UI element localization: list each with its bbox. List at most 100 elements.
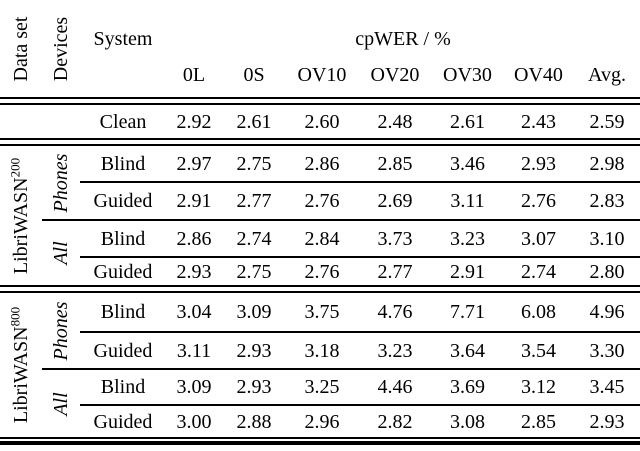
col-header-system: System [80, 0, 166, 52]
cell-avg: 3.30 [589, 339, 625, 362]
cell-ov20: 2.82 [377, 410, 413, 433]
row-rule [80, 404, 640, 406]
cell-ov40: 6.08 [521, 301, 556, 323]
table-row: Blind 3.09 2.93 3.25 4.46 3.69 3.12 3.45 [80, 370, 640, 404]
devices-name: All [50, 241, 72, 265]
devices-header-label: Devices [50, 16, 72, 81]
cell-0l: 3.11 [176, 339, 212, 362]
row-rule [80, 181, 640, 183]
cell-ov30: 3.11 [450, 190, 485, 212]
devices-name: Phones [50, 301, 72, 360]
table-row: Guided 3.11 2.93 3.18 3.23 3.64 3.54 3.3… [80, 333, 640, 368]
cell-ov10: 2.60 [304, 110, 340, 133]
cell-ov40: 2.85 [521, 410, 556, 433]
cell-ov30: 3.08 [450, 410, 485, 433]
col-header-ov20: OV20 [358, 52, 432, 97]
cell-system: Guided [93, 190, 153, 212]
cell-ov40: 2.74 [521, 260, 556, 283]
cell-system: Blind [100, 376, 146, 398]
group-rule [42, 368, 640, 370]
cell-ov40: 2.43 [521, 110, 556, 133]
cell-0l: 2.86 [176, 227, 212, 250]
system-header-label: System [93, 28, 153, 50]
devices-name: Phones [50, 153, 72, 212]
cell-ov30: 2.91 [450, 260, 485, 283]
cell-avg: 2.98 [589, 152, 625, 175]
cell-ov10: 3.18 [304, 339, 340, 362]
cell-0s: 2.88 [236, 410, 272, 433]
col-label: 0S [243, 63, 265, 86]
cell-ov20: 2.85 [377, 152, 413, 175]
col-label: OV20 [370, 63, 420, 86]
cell-0s: 2.74 [236, 227, 272, 250]
cell-system: Blind [100, 301, 146, 323]
cell-0s: 2.77 [236, 190, 272, 212]
cell-ov20: 2.77 [377, 260, 413, 283]
col-label: Avg. [588, 63, 626, 86]
section-double-rule [0, 285, 640, 293]
cell-ov20: 2.69 [377, 190, 413, 212]
cell-ov20: 3.73 [377, 227, 413, 250]
cell-ov10: 2.86 [304, 152, 340, 175]
table-row: Blind 3.04 3.09 3.75 4.76 7.71 6.08 4.96 [80, 293, 640, 331]
devices-group-label-all: All [42, 221, 80, 285]
cell-ov40: 2.93 [521, 152, 556, 175]
col-header-cpwer-group: cpWER / % [166, 0, 640, 52]
table-row: Blind 2.86 2.74 2.84 3.73 3.23 3.07 3.10 [80, 221, 640, 256]
dataset-header-label: Data set [10, 16, 32, 81]
cell-0l: 2.91 [176, 190, 212, 212]
col-label: OV40 [514, 63, 563, 86]
cell-0s: 2.75 [236, 260, 272, 283]
cell-0l: 2.97 [176, 152, 212, 175]
cell-ov20: 3.23 [377, 339, 413, 362]
col-header-ov10: OV10 [286, 52, 358, 97]
cell-ov20: 4.76 [377, 301, 413, 323]
devices-group-label-phones: Phones [42, 146, 80, 219]
cell-ov30: 7.71 [450, 301, 485, 323]
cell-0l: 3.09 [176, 376, 212, 398]
cell-0l: 2.93 [176, 260, 212, 283]
cell-0s: 2.93 [236, 339, 272, 362]
cell-ov30: 3.69 [450, 376, 485, 398]
cell-ov10: 3.25 [304, 376, 340, 398]
devices-name: All [50, 391, 72, 416]
col-label: OV10 [297, 63, 347, 86]
col-header-devices: Devices [42, 0, 80, 97]
table-row: Blind 2.97 2.75 2.86 2.85 3.46 2.93 2.98 [80, 146, 640, 181]
table-row: Guided 3.00 2.88 2.96 2.82 3.08 2.85 2.9… [80, 406, 640, 437]
cell-ov40: 3.07 [521, 227, 556, 250]
table-header: Data set Devices System cpWER / % 0L 0S … [0, 0, 640, 97]
dataset-name: LibriWASN200 [7, 157, 32, 274]
cell-0l: 3.04 [176, 301, 212, 323]
row-rule [80, 331, 640, 333]
cell-ov40: 3.12 [521, 376, 556, 398]
cell-0s: 2.93 [236, 376, 272, 398]
dataset-group-label-800: LibriWASN800 [0, 293, 42, 437]
cell-ov10: 2.76 [304, 260, 340, 283]
dataset-name-sup: 200 [7, 157, 23, 177]
dataset-name-sup: 800 [7, 306, 23, 327]
col-header-avg: Avg. [574, 52, 640, 97]
clean-double-rule [0, 138, 640, 146]
cell-system: Guided [93, 339, 153, 362]
cell-avg: 4.96 [589, 301, 625, 323]
cell-0l: 2.92 [176, 110, 212, 133]
dataset-name-text: LibriWASN [10, 176, 32, 274]
col-header-ov40: OV40 [503, 52, 574, 97]
devices-group-label-phones: Phones [42, 293, 80, 368]
table-row: Guided 2.93 2.75 2.76 2.77 2.91 2.74 2.8… [80, 258, 640, 285]
cell-ov40: 2.76 [521, 190, 556, 212]
cell-ov10: 2.76 [304, 190, 340, 212]
table-row-clean: Clean 2.92 2.61 2.60 2.48 2.61 2.43 2.59 [80, 105, 640, 138]
col-label: OV30 [443, 63, 492, 86]
cpwer-group-label: cpWER / % [355, 28, 451, 50]
cell-avg: 2.80 [589, 260, 625, 283]
cell-avg: 2.83 [589, 190, 625, 212]
cell-avg: 2.93 [589, 410, 625, 433]
cell-ov10: 2.84 [304, 227, 340, 250]
cell-system: Blind [100, 227, 146, 250]
cell-ov40: 3.54 [521, 339, 556, 362]
cell-ov20: 4.46 [377, 376, 413, 398]
cell-ov30: 3.23 [450, 227, 485, 250]
